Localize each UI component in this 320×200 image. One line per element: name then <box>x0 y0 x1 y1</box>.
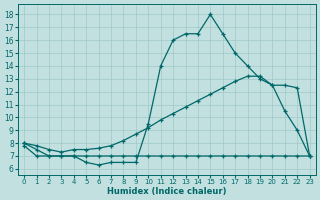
X-axis label: Humidex (Indice chaleur): Humidex (Indice chaleur) <box>107 187 227 196</box>
